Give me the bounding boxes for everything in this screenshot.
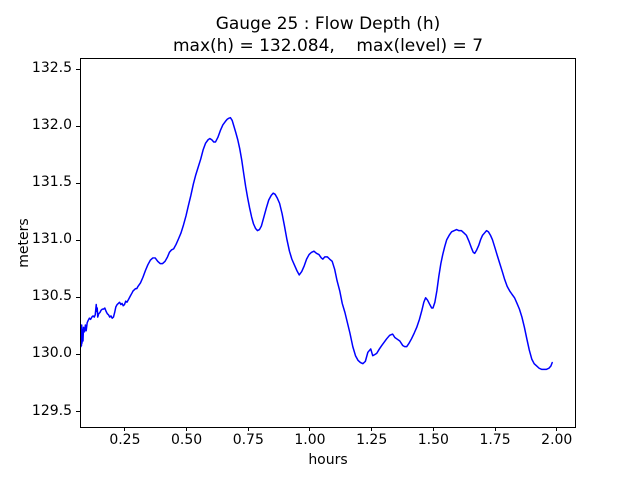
- series-flow-depth-h: [81, 116, 553, 371]
- y-tick-mark: [76, 296, 80, 298]
- y-tick-label: 130.0: [31, 345, 72, 362]
- x-axis-label: hours: [308, 452, 348, 468]
- x-tick-label: 0.25: [109, 432, 141, 449]
- y-tick-label: 132.0: [31, 117, 72, 134]
- y-tick-mark: [76, 125, 80, 127]
- x-tick-mark: [247, 427, 249, 432]
- plot-area: [80, 58, 576, 428]
- x-tick-label: 2.00: [541, 432, 573, 449]
- x-tick-mark: [556, 427, 558, 432]
- chart-subtitle: max(h) = 132.084, max(level) = 7: [172, 36, 484, 56]
- y-tick-mark: [76, 411, 80, 413]
- y-tick-mark: [76, 353, 80, 355]
- chart-title: Gauge 25 : Flow Depth (h): [215, 14, 441, 34]
- x-tick-label: 0.50: [171, 432, 203, 449]
- x-tick-label: 1.00: [294, 432, 326, 449]
- x-tick-mark: [186, 427, 188, 432]
- x-tick-label: 1.50: [417, 432, 449, 449]
- y-tick-label: 129.5: [31, 402, 72, 419]
- x-tick-mark: [494, 427, 496, 432]
- x-tick-label: 0.75: [232, 432, 264, 449]
- y-tick-label: 132.5: [31, 60, 72, 77]
- chart-title-block: Gauge 25 : Flow Depth (h) max(h) = 132.0…: [80, 13, 576, 57]
- x-tick-label: 1.25: [356, 432, 388, 449]
- x-tick-mark: [371, 427, 373, 432]
- x-tick-label: 1.75: [479, 432, 511, 449]
- y-tick-label: 131.5: [31, 174, 72, 191]
- y-tick-mark: [76, 239, 80, 241]
- y-tick-label: 131.0: [31, 231, 72, 248]
- x-tick-mark: [124, 427, 126, 432]
- flow-depth-line-plot: [81, 116, 553, 371]
- x-tick-mark: [432, 427, 434, 432]
- y-tick-mark: [76, 68, 80, 70]
- y-tick-mark: [76, 182, 80, 184]
- x-tick-mark: [309, 427, 311, 432]
- y-tick-label: 130.5: [31, 288, 72, 305]
